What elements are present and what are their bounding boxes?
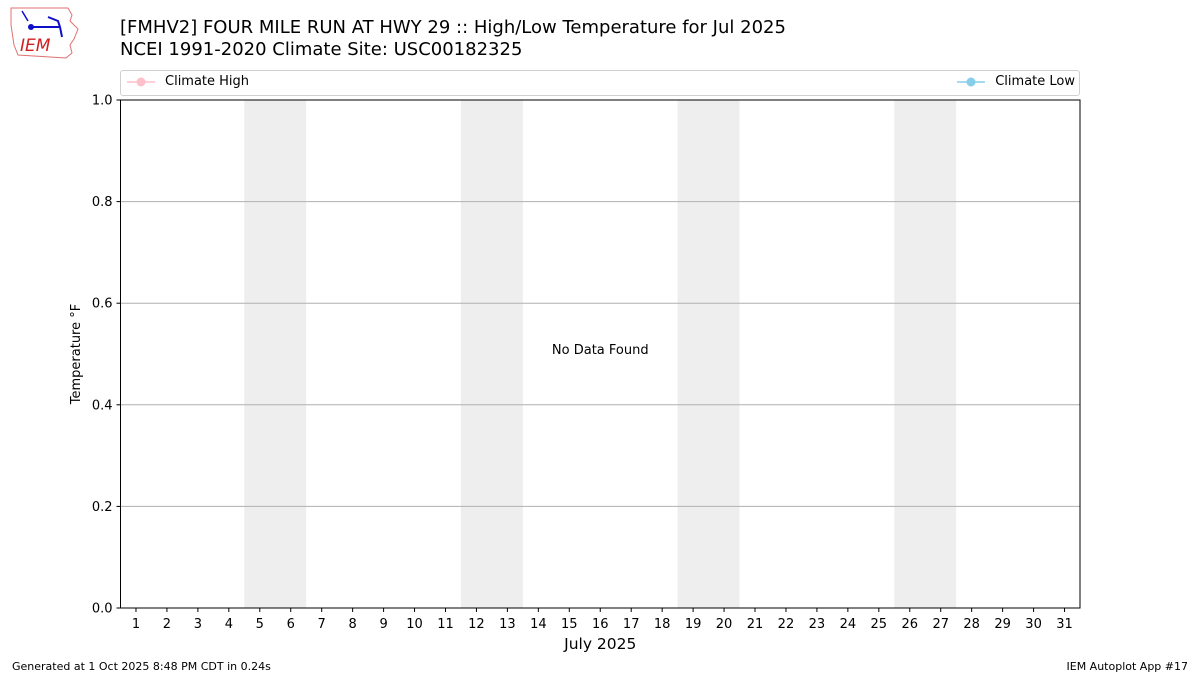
legend-item-climate-low: Climate Low	[957, 74, 1075, 89]
weekend-shading	[244, 100, 307, 608]
x-tick-label: 29	[994, 617, 1011, 632]
y-tick-label: 0.0	[92, 602, 113, 617]
x-tick-label: 16	[592, 617, 609, 632]
x-tick-label: 14	[530, 617, 547, 632]
iem-logo: IEM	[10, 7, 79, 59]
x-tick-label: 13	[499, 617, 516, 632]
legend-label: Climate Low	[995, 74, 1075, 89]
x-tick-label: 24	[840, 617, 857, 632]
legend-marker-low	[957, 77, 986, 86]
legend-marker-high	[127, 77, 155, 86]
legend: Climate High Climate Low	[120, 70, 1080, 96]
chart-subtitle: NCEI 1991-2020 Climate Site: USC00182325	[120, 39, 523, 60]
y-axis-label: Temperature °F	[69, 304, 84, 405]
x-tick-label: 27	[932, 617, 949, 632]
weekend-shading	[460, 100, 523, 608]
x-tick-label: 18	[654, 617, 671, 632]
y-tick-label: 0.2	[92, 500, 113, 515]
x-tick-label: 3	[194, 617, 202, 632]
x-tick-label: 25	[871, 617, 888, 632]
x-tick-label: 7	[318, 617, 326, 632]
x-tick-label: 19	[685, 617, 702, 632]
x-tick-label: 22	[778, 617, 795, 632]
x-tick-label: 2	[163, 617, 171, 632]
app-id: IEM Autoplot App #17	[1066, 660, 1189, 673]
x-axis-label: July 2025	[563, 635, 636, 653]
x-tick-label: 28	[963, 617, 980, 632]
x-tick-label: 10	[406, 617, 423, 632]
chart-title: [FMHV2] FOUR MILE RUN AT HWY 29 :: High/…	[120, 17, 786, 38]
weekend-shading	[677, 100, 740, 608]
x-tick-label: 12	[468, 617, 485, 632]
weekend-shading	[894, 100, 957, 608]
x-tick-label: 23	[809, 617, 826, 632]
x-tick-label: 8	[348, 617, 356, 632]
no-data-annotation: No Data Found	[552, 343, 649, 358]
y-tick-label: 0.6	[92, 297, 113, 312]
y-tick-label: 1.0	[92, 94, 113, 109]
x-tick-label: 5	[256, 617, 264, 632]
x-tick-label: 6	[287, 617, 295, 632]
plot-frame	[120, 99, 1081, 609]
x-tick-label: 15	[561, 617, 578, 632]
y-tick-label: 0.4	[92, 398, 113, 413]
x-tick-label: 31	[1056, 617, 1073, 632]
svg-text:IEM: IEM	[20, 36, 51, 56]
y-tick-label: 0.8	[92, 195, 113, 210]
legend-item-climate-high: Climate High	[127, 74, 249, 89]
x-tick-label: 26	[901, 617, 918, 632]
x-tick-label: 17	[623, 617, 640, 632]
x-tick-label: 4	[225, 617, 233, 632]
x-tick-label: 1	[132, 617, 140, 632]
x-tick-label: 11	[437, 617, 454, 632]
legend-label: Climate High	[165, 74, 250, 89]
x-tick-label: 30	[1025, 617, 1042, 632]
x-tick-label: 21	[747, 617, 764, 632]
x-tick-label: 9	[379, 617, 387, 632]
x-tick-label: 20	[716, 617, 733, 632]
generated-timestamp: Generated at 1 Oct 2025 8:48 PM CDT in 0…	[12, 660, 271, 673]
